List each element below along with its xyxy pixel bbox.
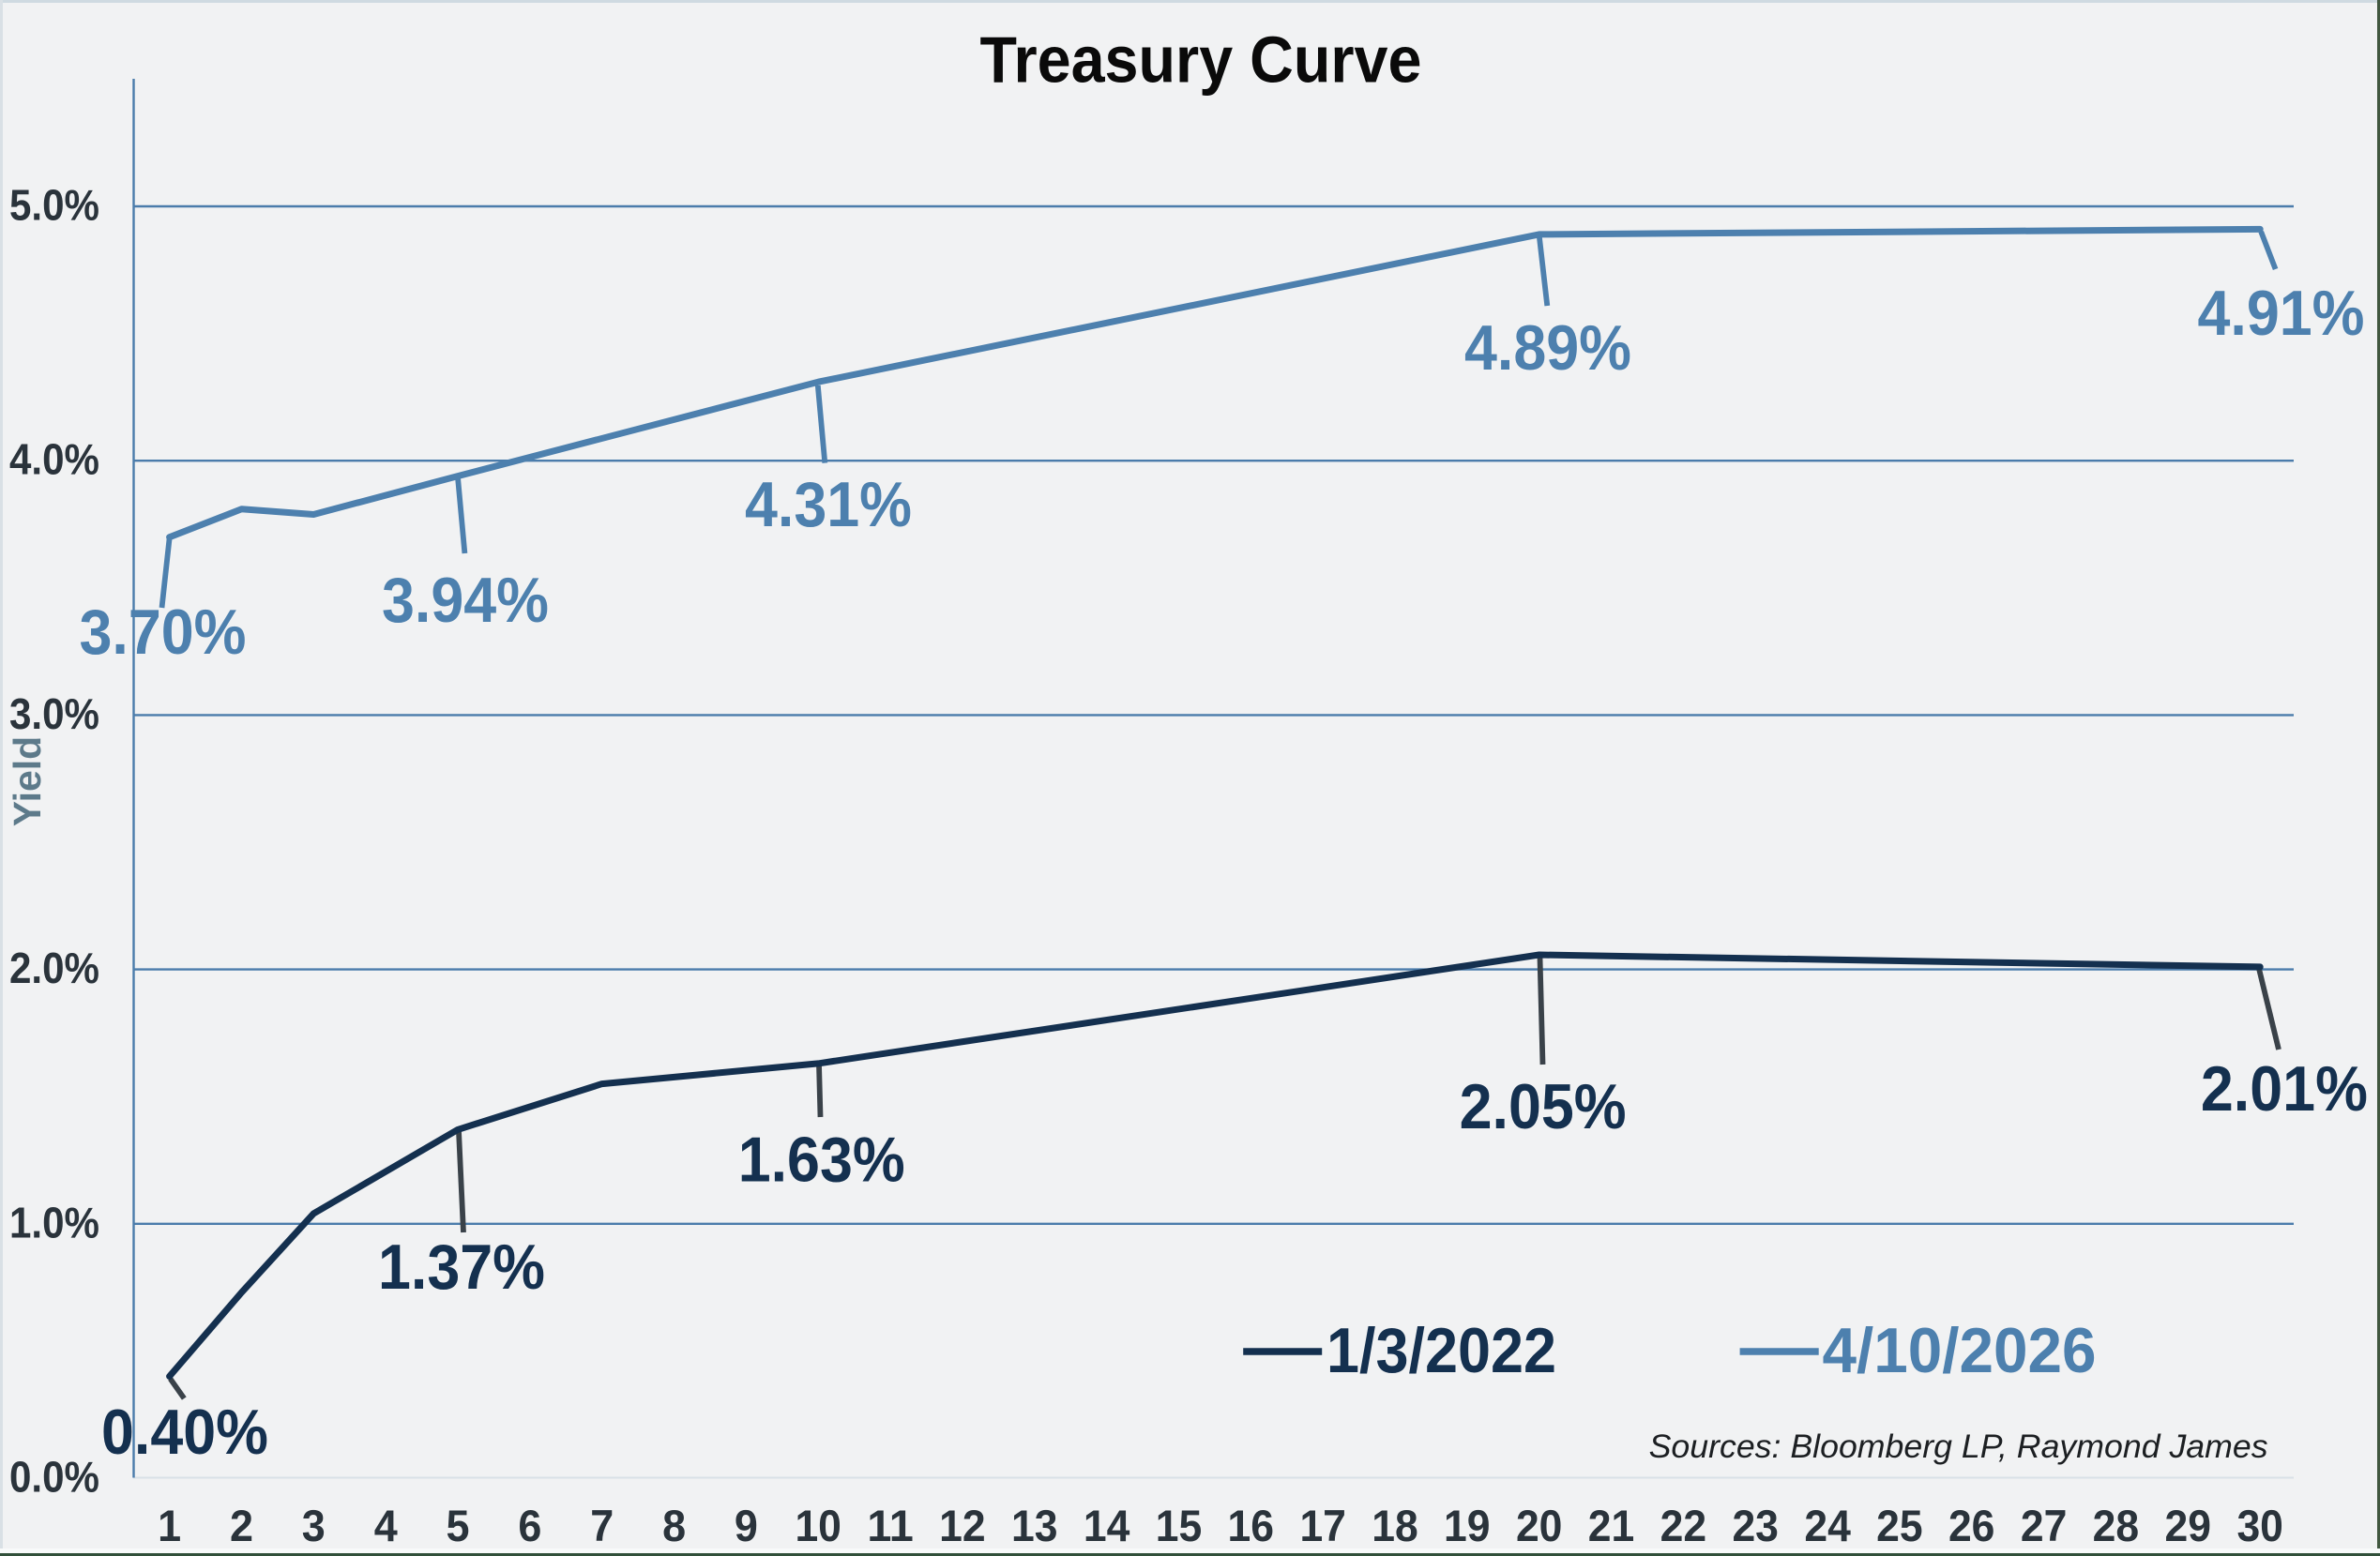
svg-text:12: 12 — [939, 1501, 986, 1550]
svg-text:Yield: Yield — [6, 736, 49, 826]
svg-text:Treasury Curve: Treasury Curve — [980, 23, 1422, 97]
svg-text:27: 27 — [2021, 1501, 2068, 1550]
svg-text:7: 7 — [590, 1501, 614, 1550]
svg-text:1.63%: 1.63% — [738, 1125, 905, 1196]
svg-text:1: 1 — [158, 1501, 181, 1550]
svg-text:4.89%: 4.89% — [1464, 312, 1631, 384]
svg-text:8: 8 — [662, 1501, 686, 1550]
svg-text:29: 29 — [2165, 1501, 2212, 1550]
svg-text:14: 14 — [1084, 1501, 1130, 1550]
svg-text:23: 23 — [1732, 1501, 1779, 1550]
svg-text:30: 30 — [2236, 1501, 2283, 1550]
svg-text:2.01%: 2.01% — [2201, 1053, 2368, 1125]
svg-text:18: 18 — [1372, 1501, 1418, 1550]
svg-text:5: 5 — [447, 1501, 470, 1550]
svg-text:1/3/2022: 1/3/2022 — [1326, 1315, 1556, 1386]
svg-text:Sources: Bloomberg LP, Raymond: Sources: Bloomberg LP, Raymond James — [1649, 1428, 2268, 1465]
svg-text:3.0%: 3.0% — [9, 689, 99, 738]
svg-text:25: 25 — [1876, 1501, 1923, 1550]
svg-text:13: 13 — [1011, 1501, 1058, 1550]
svg-text:4: 4 — [374, 1501, 398, 1550]
svg-text:3.70%: 3.70% — [80, 597, 247, 668]
svg-text:3: 3 — [302, 1501, 326, 1550]
svg-text:6: 6 — [518, 1501, 541, 1550]
svg-text:15: 15 — [1156, 1501, 1203, 1550]
svg-text:4.91%: 4.91% — [2198, 278, 2365, 349]
svg-text:19: 19 — [1444, 1501, 1491, 1550]
svg-text:11: 11 — [867, 1501, 914, 1550]
svg-text:5.0%: 5.0% — [9, 181, 99, 230]
svg-text:21: 21 — [1588, 1501, 1635, 1550]
svg-text:0.0%: 0.0% — [9, 1453, 99, 1502]
svg-text:16: 16 — [1228, 1501, 1275, 1550]
svg-text:2: 2 — [230, 1501, 253, 1550]
svg-text:22: 22 — [1660, 1501, 1707, 1550]
svg-text:10: 10 — [795, 1501, 841, 1550]
svg-text:28: 28 — [2093, 1501, 2140, 1550]
svg-text:2.05%: 2.05% — [1460, 1071, 1627, 1142]
svg-text:0.40%: 0.40% — [101, 1397, 268, 1468]
svg-text:1.0%: 1.0% — [9, 1198, 99, 1246]
svg-text:4/10/2026: 4/10/2026 — [1823, 1315, 2097, 1386]
svg-text:26: 26 — [1948, 1501, 1995, 1550]
svg-text:2.0%: 2.0% — [9, 944, 99, 992]
svg-text:1.37%: 1.37% — [378, 1231, 545, 1303]
svg-text:17: 17 — [1299, 1501, 1346, 1550]
svg-text:4.31%: 4.31% — [745, 469, 912, 540]
svg-text:9: 9 — [735, 1501, 758, 1550]
svg-text:3.94%: 3.94% — [382, 565, 549, 636]
svg-text:20: 20 — [1516, 1501, 1563, 1550]
svg-text:4.0%: 4.0% — [9, 435, 99, 484]
svg-text:24: 24 — [1804, 1501, 1851, 1550]
